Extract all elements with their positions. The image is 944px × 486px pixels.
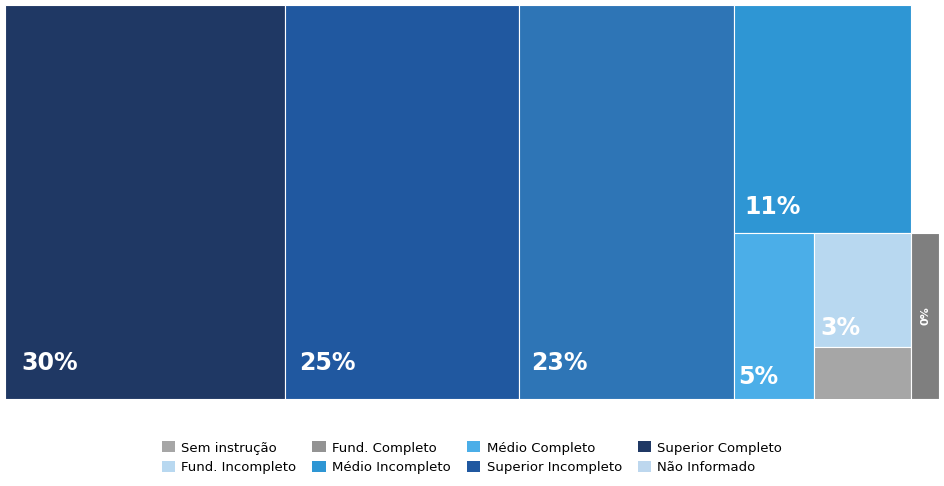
Bar — [285, 5, 519, 399]
Text: 3%: 3% — [820, 316, 860, 340]
Text: 11%: 11% — [744, 195, 801, 219]
Bar — [815, 347, 911, 461]
Bar — [733, 5, 911, 233]
Text: 23%: 23% — [531, 351, 588, 375]
Text: 30%: 30% — [22, 351, 78, 375]
Legend: Sem instrução, Fund. Incompleto, Fund. Completo, Médio Incompleto, Médio Complet: Sem instrução, Fund. Incompleto, Fund. C… — [157, 436, 787, 479]
Text: 3%: 3% — [820, 430, 860, 454]
Bar — [733, 233, 815, 399]
Bar — [815, 233, 911, 347]
Bar — [911, 233, 939, 399]
Bar — [5, 5, 285, 399]
Text: 5%: 5% — [738, 364, 779, 389]
Text: 0%: 0% — [920, 306, 930, 325]
Bar — [519, 5, 733, 399]
Text: 25%: 25% — [299, 351, 356, 375]
